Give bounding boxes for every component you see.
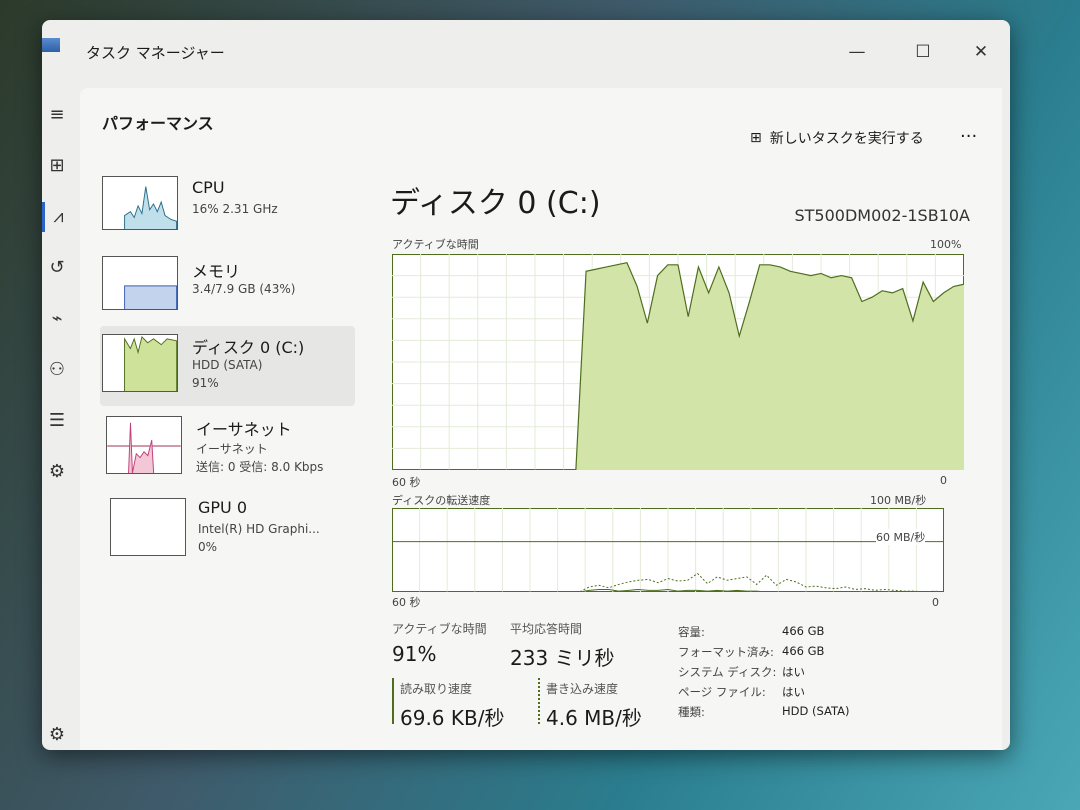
property-label: フォーマット済み: (678, 645, 774, 659)
sidebar-item-gpu-0[interactable]: GPU 0 Intel(R) HD Graphi... 0% (100, 490, 355, 570)
property-value: HDD (SATA) (782, 704, 850, 718)
sidebar-item-ethernet[interactable]: イーサネット イーサネット 送信: 0 受信: 8.0 Kbps (100, 408, 355, 488)
performance-pane: パフォーマンス ⊞ 新しいタスクを実行する ··· CPU 16% 2.31 GH… (80, 88, 1002, 750)
new-task-icon: ⊞ (750, 130, 762, 146)
active-time-max-label: 100% (930, 238, 962, 251)
active-time-x-left-label: 60 秒 (392, 476, 421, 489)
title-bar: タスク マネージャー — ☐ ✕ (42, 20, 1010, 92)
disk-title: ディスク 0 (C:) (390, 186, 601, 221)
sidebar-name: GPU 0 (198, 498, 248, 517)
sidebar-detail: HDD (SATA) (192, 358, 263, 372)
startup-icon[interactable]: ⌁ (51, 308, 63, 329)
read-speed-legend-line (392, 678, 394, 724)
performance-icon[interactable]: ⩘ (42, 202, 72, 232)
ethernet-thumbnail-graph (106, 416, 182, 474)
close-button[interactable]: ✕ (973, 42, 989, 62)
active-time-line (392, 261, 964, 470)
menu-icon[interactable]: ≡ (49, 104, 65, 125)
read-speed-line (392, 588, 944, 592)
sidebar-usage: 91% (192, 376, 219, 390)
read-speed-label: 読み取り速度 (400, 682, 473, 696)
new-task-button[interactable]: ⊞ 新しいタスクを実行する (750, 128, 924, 148)
nav-rail: ≡ ⊞ ⩘ ↺ ⌁ ⚇ ☰ ⚙ ⚙ (42, 92, 80, 750)
disk-thumbnail-graph (102, 334, 178, 392)
minimize-button[interactable]: — (848, 42, 866, 62)
read-speed-value: 69.6 KB/秒 (400, 706, 505, 730)
sidebar-name: CPU (192, 178, 225, 197)
sidebar-detail: イーサネット (196, 442, 268, 456)
response-time-value: 233 ミリ秒 (510, 646, 615, 670)
response-time-label: 平均応答時間 (510, 622, 583, 636)
more-options-button[interactable]: ··· (960, 126, 978, 147)
processes-icon[interactable]: ⊞ (49, 155, 65, 176)
cpu-thumbnail-graph (102, 176, 178, 230)
active-time-area (392, 262, 964, 470)
property-label: 容量: (678, 625, 705, 639)
property-value: 466 GB (782, 624, 825, 638)
write-speed-value: 4.6 MB/秒 (546, 706, 642, 730)
transfer-x-left-label: 60 秒 (392, 596, 421, 609)
sidebar-name: ディスク 0 (C:) (192, 338, 305, 357)
window-title: タスク マネージャー (86, 44, 225, 62)
sidebar-item-disk-0[interactable]: ディスク 0 (C:) HDD (SATA) 91% (100, 326, 355, 406)
page-title: パフォーマンス (102, 114, 214, 133)
sidebar-detail: 3.4/7.9 GB (43%) (192, 282, 296, 296)
sidebar-name: イーサネット (196, 420, 292, 439)
active-time-chart (392, 254, 964, 470)
transfer-chart-label: ディスクの転送速度 (392, 494, 491, 507)
sidebar-detail: 16% 2.31 GHz (192, 202, 278, 216)
sidebar-item-memory[interactable]: メモリ 3.4/7.9 GB (43%) (100, 250, 355, 322)
app-history-icon[interactable]: ↺ (49, 257, 65, 278)
users-icon[interactable]: ⚇ (48, 359, 66, 380)
active-time-chart-label: アクティブな時間 (392, 238, 479, 251)
task-manager-app-icon (42, 38, 60, 52)
sidebar-name: メモリ (192, 262, 241, 281)
property-label: ページ ファイル: (678, 685, 766, 699)
write-speed-line (392, 572, 944, 592)
sidebar-detail: Intel(R) HD Graphi... (198, 522, 320, 536)
active-time-x-right-label: 0 (940, 474, 947, 487)
task-manager-window: タスク マネージャー — ☐ ✕ ≡ ⊞ ⩘ ↺ ⌁ ⚇ ☰ ⚙ ⚙ パフォーマ… (42, 20, 1010, 750)
write-speed-legend-line (538, 678, 540, 724)
memory-thumbnail-graph (102, 256, 178, 310)
sidebar-usage: 0% (198, 540, 218, 554)
new-task-label: 新しいタスクを実行する (769, 131, 924, 147)
transfer-rate-chart (392, 508, 944, 592)
services-icon[interactable]: ⚙ (48, 461, 66, 482)
active-time-stat-label: アクティブな時間 (392, 622, 487, 636)
sidebar-throughput: 送信: 0 受信: 8.0 Kbps (196, 460, 324, 474)
maximize-button[interactable]: ☐ (915, 42, 931, 62)
property-value: はい (782, 665, 805, 679)
details-icon[interactable]: ☰ (48, 410, 66, 431)
sidebar-item-cpu[interactable]: CPU 16% 2.31 GHz (100, 170, 355, 242)
transfer-mid-label: 60 MB/秒 (876, 529, 926, 545)
write-speed-label: 書き込み速度 (546, 682, 619, 696)
property-label: 種類: (678, 705, 705, 719)
active-time-stat-value: 91% (392, 642, 437, 666)
property-value: はい (782, 685, 805, 699)
transfer-max-label: 100 MB/秒 (870, 494, 927, 507)
transfer-x-right-label: 0 (932, 596, 939, 609)
disk-model: ST500DM002-1SB10A (794, 206, 970, 225)
settings-icon[interactable]: ⚙ (48, 724, 66, 745)
property-value: 466 GB (782, 644, 825, 658)
gpu-thumbnail-graph (110, 498, 186, 556)
property-label: システム ディスク: (678, 665, 777, 679)
